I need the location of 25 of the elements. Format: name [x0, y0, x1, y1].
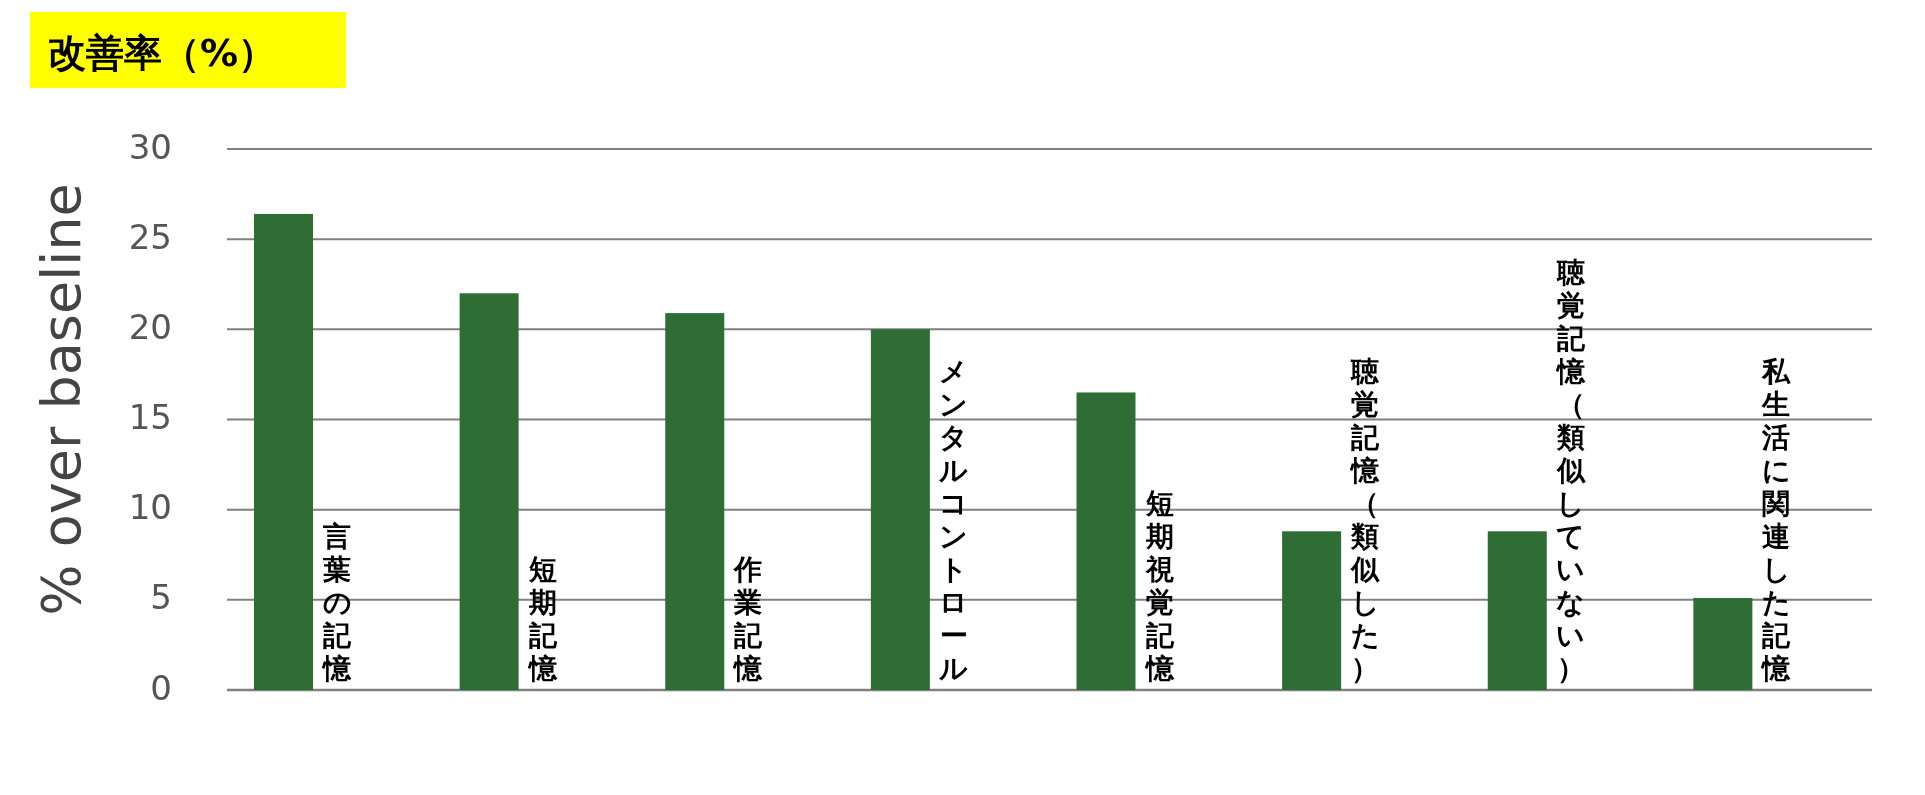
y-tick-label: 30 [128, 126, 172, 167]
x-tick-label: 作業記憶 [732, 553, 764, 685]
bar [870, 329, 930, 690]
bar [665, 313, 725, 690]
y-tick-label: 10 [128, 487, 172, 528]
bar [1693, 598, 1753, 690]
x-tick-label: 短期視覚記憶 [1143, 487, 1175, 685]
x-tick-label: 言葉の記憶 [321, 520, 352, 685]
bar [1282, 531, 1342, 690]
bar [1487, 531, 1547, 690]
category-label: 聴覚記憶（類似していない） [1556, 256, 1586, 685]
bar [254, 213, 313, 690]
y-tick-label: 5 [150, 577, 172, 618]
y-tick-label: 20 [128, 306, 172, 347]
bar [459, 293, 519, 690]
y-tick-label: 0 [150, 667, 172, 708]
chart-title: 改善率（%） [48, 31, 277, 75]
y-axis-title: % over baseline [30, 183, 93, 616]
bar [1076, 392, 1136, 690]
category-label: メンタルコントロール [939, 355, 969, 685]
category-label: 私生活に関連した記憶 [1761, 355, 1791, 685]
category-label: 聴覚記憶（類似した） [1350, 355, 1380, 685]
x-tick-label: 短期記憶 [526, 553, 558, 685]
y-tick-label: 15 [128, 397, 172, 437]
y-tick-label: 25 [128, 216, 172, 257]
